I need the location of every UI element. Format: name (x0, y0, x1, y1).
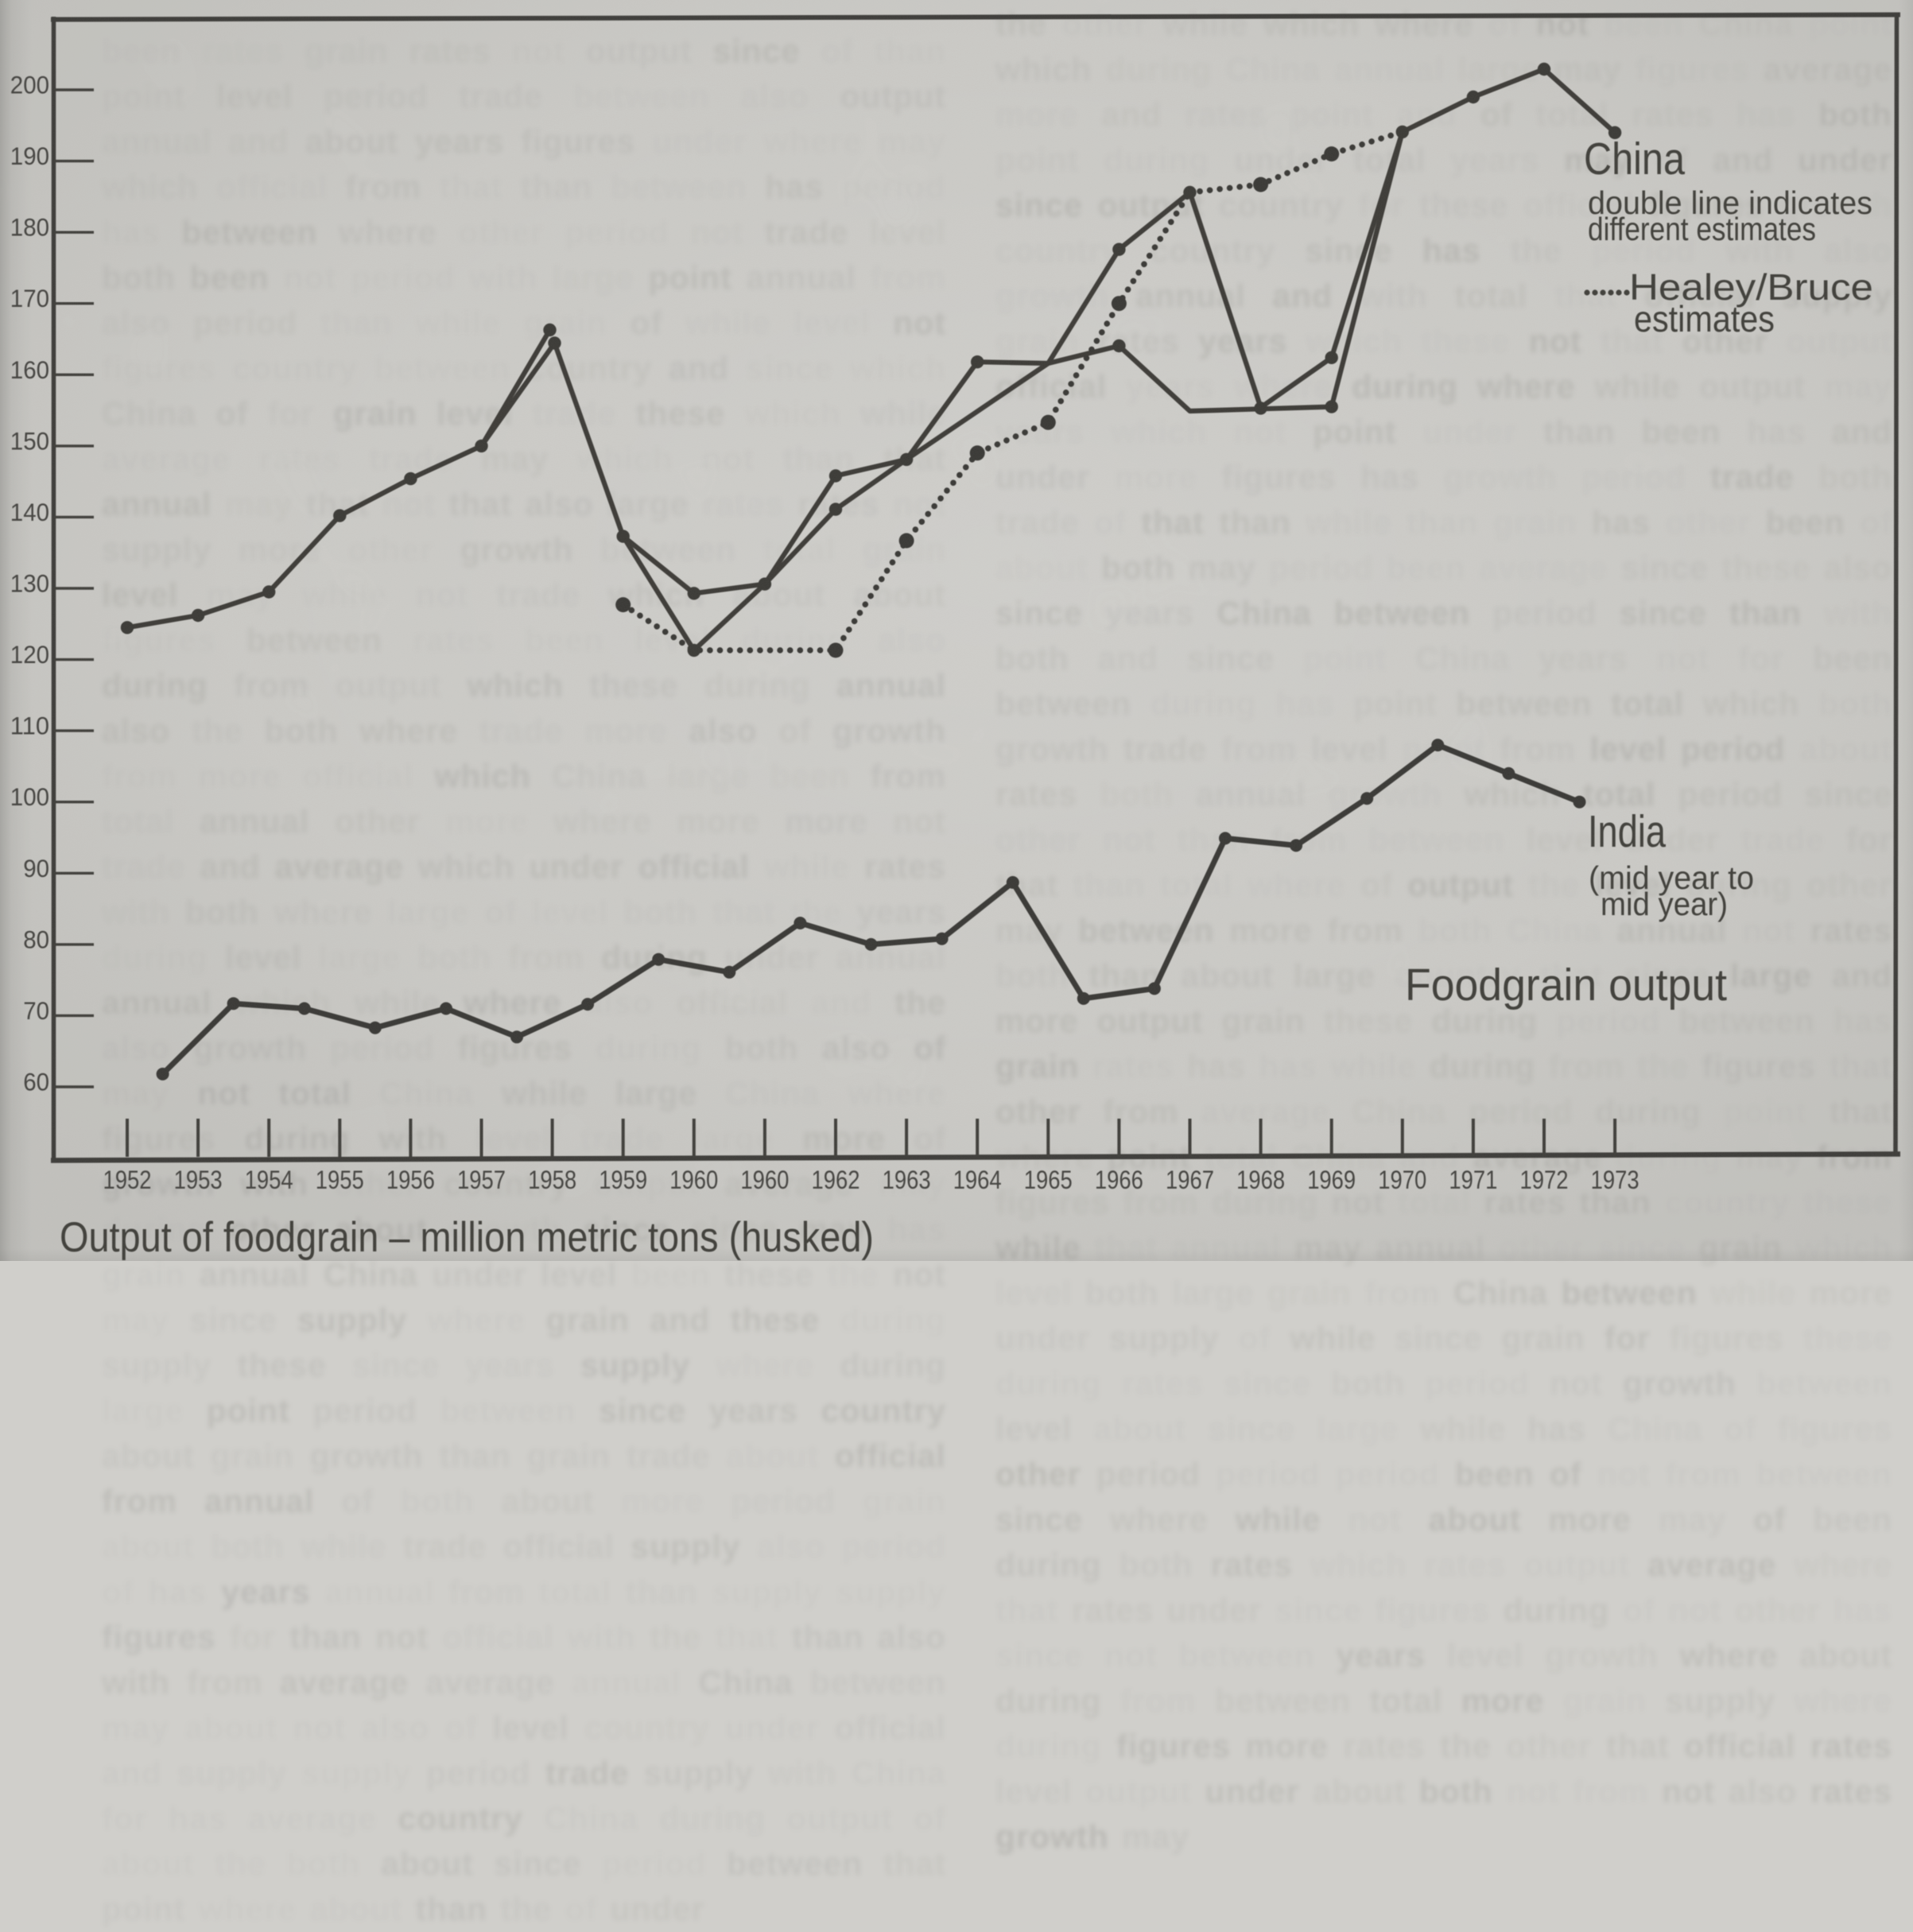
svg-text:different estimates: different estimates (1588, 211, 1816, 247)
svg-text:130: 130 (10, 569, 49, 598)
svg-text:1965: 1965 (1024, 1166, 1073, 1194)
svg-text:1970: 1970 (1378, 1166, 1426, 1194)
svg-text:190: 190 (10, 142, 49, 170)
svg-text:1960: 1960 (740, 1166, 789, 1194)
svg-text:170: 170 (10, 284, 49, 312)
svg-text:1966: 1966 (1095, 1166, 1143, 1194)
svg-text:1964: 1964 (953, 1166, 1002, 1194)
svg-text:100: 100 (10, 782, 49, 811)
svg-text:110: 110 (10, 712, 49, 740)
svg-text:70: 70 (23, 996, 49, 1025)
svg-text:1958: 1958 (528, 1166, 576, 1194)
svg-text:Output of foodgrain – million: Output of foodgrain – million metric ton… (60, 1214, 874, 1261)
svg-text:1956: 1956 (386, 1166, 435, 1194)
svg-text:1967: 1967 (1166, 1166, 1214, 1194)
svg-text:India: India (1588, 806, 1666, 857)
svg-text:estimates: estimates (1634, 298, 1775, 339)
svg-text:1960: 1960 (669, 1166, 718, 1194)
svg-text:1971: 1971 (1449, 1166, 1497, 1194)
svg-text:1962: 1962 (812, 1166, 860, 1194)
svg-text:1959: 1959 (599, 1166, 647, 1194)
svg-text:1968: 1968 (1236, 1166, 1285, 1194)
svg-text:1957: 1957 (457, 1166, 506, 1194)
svg-text:200: 200 (10, 71, 49, 99)
svg-text:180: 180 (10, 213, 49, 242)
svg-text:60: 60 (23, 1068, 49, 1096)
svg-text:Foodgrain output: Foodgrain output (1405, 960, 1727, 1011)
svg-text:1954: 1954 (245, 1166, 293, 1194)
svg-text:China: China (1584, 134, 1685, 184)
svg-text:80: 80 (23, 925, 49, 953)
svg-text:90: 90 (23, 854, 49, 883)
svg-text:160: 160 (10, 355, 49, 384)
svg-text:mid year): mid year) (1601, 886, 1728, 922)
svg-text:1952: 1952 (103, 1166, 152, 1194)
svg-text:1963: 1963 (883, 1166, 931, 1194)
svg-text:150: 150 (10, 426, 49, 455)
svg-text:1972: 1972 (1520, 1166, 1569, 1194)
svg-text:1953: 1953 (174, 1166, 223, 1194)
svg-text:1969: 1969 (1307, 1166, 1356, 1194)
svg-text:120: 120 (10, 640, 49, 669)
svg-text:140: 140 (10, 498, 49, 526)
svg-text:1973: 1973 (1591, 1166, 1639, 1194)
svg-text:1955: 1955 (316, 1166, 364, 1194)
